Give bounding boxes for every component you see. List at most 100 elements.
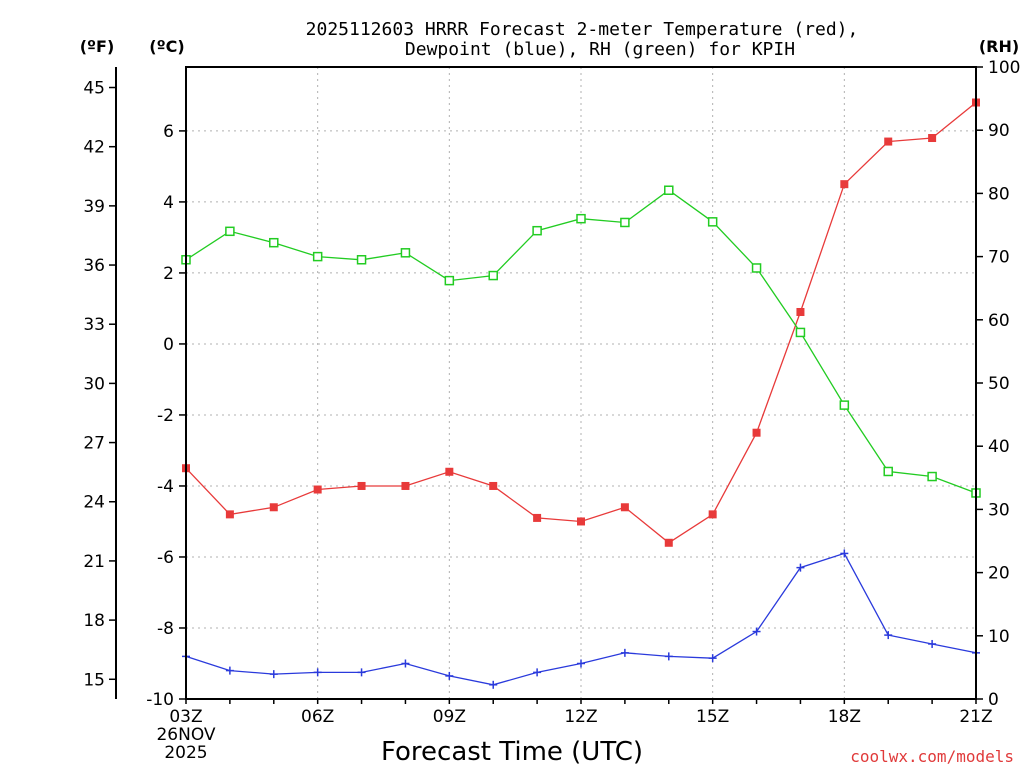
series-2-point (400, 248, 411, 258)
celsius-tick-label: 6 (163, 122, 174, 142)
series-2-point (532, 225, 542, 236)
series-2-point (927, 471, 937, 482)
series-2-point (707, 217, 718, 227)
series-2-point (795, 327, 806, 338)
series-0-point (928, 134, 937, 143)
fahrenheit-axis: 15 18 21 24 27 30 33 36 39 42 45 (83, 67, 117, 699)
series-1-point (796, 563, 805, 572)
series-1-point (489, 680, 498, 689)
series-0-point (269, 503, 278, 512)
plot-frame (185, 66, 977, 700)
series-2-point (269, 237, 279, 248)
series-1-point (357, 668, 366, 677)
series-1-point (752, 627, 761, 636)
time-tick-label: 18Z (828, 707, 861, 727)
time-tick-label: 15Z (696, 707, 729, 727)
celsius-tick-label: 2 (163, 264, 174, 284)
fahrenheit-tick-label: 39 (83, 197, 105, 217)
fahrenheit-tick-label: 15 (83, 670, 105, 690)
rh-tick-label: 90 (988, 121, 1010, 141)
rh-tick-label: 70 (988, 248, 1010, 268)
chart-title-line1: 2025112603 HRRR Forecast 2-meter Tempera… (306, 19, 859, 40)
series-1-point (884, 631, 893, 640)
series-2-point (664, 185, 674, 195)
time-tick-label: 12Z (564, 707, 597, 727)
celsius-tick-label: -4 (157, 477, 174, 497)
series-1-point (620, 648, 629, 657)
series-1-point (533, 668, 542, 677)
celsius-axis: -10 -8 -6 -4 -2 0 2 4 6 (146, 122, 186, 710)
series-2-point (225, 226, 235, 237)
series-0-point (445, 467, 454, 476)
celsius-tick-label: 0 (163, 335, 174, 355)
series-0-point (533, 513, 542, 522)
x-axis-label: Forecast Time (UTC) (381, 737, 643, 767)
series-1-point (577, 659, 585, 668)
rh-tick-label: 50 (988, 374, 1010, 394)
series-0-point (840, 180, 849, 189)
date-label-year: 2025 (164, 743, 207, 763)
series-1-point (840, 549, 849, 558)
fahrenheit-tick-label: 33 (83, 315, 105, 335)
time-tick-label: 09Z (433, 707, 466, 727)
celsius-tick-label: -10 (146, 690, 174, 710)
fahrenheit-tick-label: 42 (83, 138, 105, 158)
series-0-point (884, 137, 893, 146)
series-1-point (225, 666, 234, 675)
rh-tick-label: 0 (988, 690, 999, 710)
rh-tick-label: 80 (988, 184, 1010, 204)
series-2-point (356, 255, 367, 265)
fahrenheit-tick-label: 21 (83, 552, 105, 572)
series-2-point (839, 400, 850, 410)
series-1-point (708, 654, 717, 663)
series-0-point (664, 538, 673, 547)
credit-text: coolwx.com/models (850, 747, 1014, 766)
series-2-point (312, 251, 323, 262)
series-0-point (577, 517, 585, 526)
series-1-point (401, 659, 410, 668)
unit-celsius: (ºC) (149, 37, 184, 56)
series-1-point (928, 639, 937, 648)
fahrenheit-tick-label: 36 (83, 256, 105, 276)
fahrenheit-tick-label: 45 (83, 79, 105, 99)
series-1-point (269, 670, 278, 679)
series-0-point (401, 481, 410, 490)
series-0-point (620, 503, 629, 512)
series-1-point (445, 671, 454, 680)
chart-title-line2: Dewpoint (blue), RH (green) for KPIH (405, 39, 795, 60)
rh-tick-label: 100 (988, 58, 1020, 78)
fahrenheit-tick-label: 24 (83, 493, 105, 513)
series-0-point (708, 510, 717, 519)
series-2-point (883, 466, 893, 477)
celsius-tick-label: -2 (157, 406, 174, 426)
rh-tick-label: 30 (988, 500, 1010, 520)
fahrenheit-tick-label: 27 (83, 434, 105, 454)
time-tick-label: 06Z (301, 707, 334, 727)
time-tick-label: 21Z (959, 707, 992, 727)
rh-tick-label: 10 (988, 627, 1010, 647)
series-2-point (444, 275, 455, 286)
time-tick-label: 03Z (169, 707, 202, 727)
series-2-point (751, 263, 762, 273)
series-0-point (796, 307, 805, 316)
series-0-point (752, 428, 761, 437)
rh-tick-label: 60 (988, 311, 1010, 331)
rh-tick-label: 20 (988, 564, 1010, 584)
date-label-day: 26NOV (156, 725, 215, 745)
time-axis: 03Z 06Z 09Z 12Z 15Z 18Z 21Z (169, 699, 993, 727)
grid-lines (186, 67, 976, 699)
rh-axis: 0 10 20 30 40 50 60 70 80 90 100 (976, 58, 1020, 710)
series-2-point (620, 217, 630, 228)
series-0-point (489, 481, 498, 490)
celsius-tick-label: 4 (163, 193, 174, 213)
unit-rh: (RH) (979, 37, 1019, 56)
series-1-point (664, 652, 673, 661)
series-0-point (313, 485, 322, 494)
celsius-tick-label: -8 (157, 619, 174, 639)
series-0-point (225, 510, 234, 519)
fahrenheit-tick-label: 18 (83, 611, 105, 631)
fahrenheit-tick-label: 30 (83, 374, 105, 394)
unit-fahrenheit: (ºF) (80, 37, 115, 56)
rh-tick-label: 40 (988, 437, 1010, 457)
